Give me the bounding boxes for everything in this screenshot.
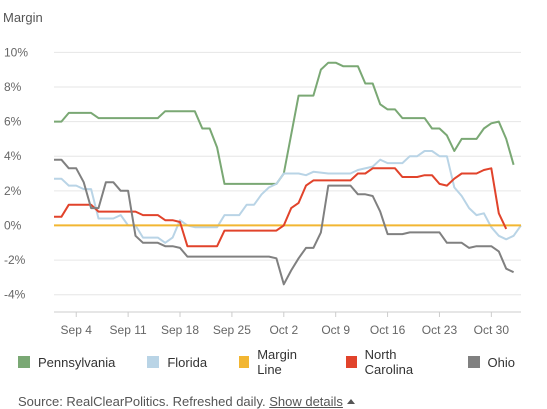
x-tick-label: Sep 4 bbox=[61, 323, 93, 337]
x-tick-label: Sep 11 bbox=[110, 323, 147, 337]
legend-label-north-carolina: North Carolina bbox=[364, 347, 414, 377]
legend-label-margin-line: Margin Line bbox=[257, 347, 297, 377]
caret-up-icon bbox=[346, 399, 355, 404]
show-details-label: Show details bbox=[269, 394, 343, 409]
chart-title: Margin bbox=[3, 10, 43, 25]
legend-swatch-margin-line bbox=[239, 356, 250, 368]
legend-item-margin-line[interactable]: Margin Line bbox=[239, 347, 314, 377]
x-axis: Sep 4 Sep 11 Sep 18 Sep 25 Oct 2 Oct 9 Oct 16 O… bbox=[54, 311, 521, 337]
series-line-ohio bbox=[54, 158, 515, 286]
y-tick-label: 2% bbox=[4, 184, 22, 198]
chart-legend: Pennsylvania Florida Margin Line North C… bbox=[18, 347, 547, 377]
legend-swatch-florida bbox=[147, 356, 160, 368]
y-tick-label: 0% bbox=[4, 218, 22, 232]
show-details-link[interactable]: Show details bbox=[269, 394, 355, 409]
x-tick-label: Sep 18 bbox=[161, 323, 199, 337]
chart-series bbox=[54, 61, 522, 286]
legend-swatch-ohio bbox=[467, 356, 480, 368]
legend-item-pennsylvania[interactable]: Pennsylvania bbox=[18, 355, 115, 370]
y-axis-tick-labels: 10% 8% 6% 4% 2% 0% -2% -4% bbox=[4, 45, 28, 301]
x-tick-label: Oct 23 bbox=[422, 323, 458, 337]
x-tick-label: Oct 16 bbox=[370, 323, 406, 337]
legend-swatch-north-carolina bbox=[346, 356, 357, 368]
y-tick-label: 8% bbox=[4, 80, 22, 94]
x-tick-label: Oct 9 bbox=[321, 323, 350, 337]
margin-chart: Margin 10%8%6%4%2%0%-2%-4% Sep 4 Sep 11 Se… bbox=[3, 10, 522, 337]
x-tick-label: Oct 2 bbox=[269, 323, 298, 337]
y-tick-label: 4% bbox=[4, 149, 22, 163]
legend-label-pennsylvania: Pennsylvania bbox=[38, 354, 116, 370]
legend-label-florida: Florida bbox=[167, 354, 208, 370]
y-tick-label: -2% bbox=[4, 253, 26, 267]
x-tick-label: Oct 30 bbox=[474, 323, 510, 337]
legend-label-ohio: Ohio bbox=[487, 354, 515, 370]
source-text: Source: RealClearPolitics. Refreshed dai… bbox=[18, 394, 266, 409]
series-line-florida bbox=[54, 150, 522, 244]
series-line-north-carolina bbox=[54, 167, 508, 248]
y-tick-label: 6% bbox=[4, 115, 22, 129]
y-tick-label: -4% bbox=[4, 288, 26, 302]
y-tick-label: 10% bbox=[4, 45, 28, 59]
legend-item-florida[interactable]: Florida bbox=[147, 355, 207, 370]
series-line-pennsylvania bbox=[54, 61, 515, 185]
x-tick-label: Sep 25 bbox=[213, 323, 251, 337]
legend-item-ohio[interactable]: Ohio bbox=[467, 354, 515, 370]
legend-swatch-pennsylvania bbox=[18, 356, 30, 368]
source-note: Source: RealClearPolitics. Refreshed dai… bbox=[18, 394, 355, 409]
legend-item-north-carolina[interactable]: North Carolina bbox=[346, 347, 435, 377]
